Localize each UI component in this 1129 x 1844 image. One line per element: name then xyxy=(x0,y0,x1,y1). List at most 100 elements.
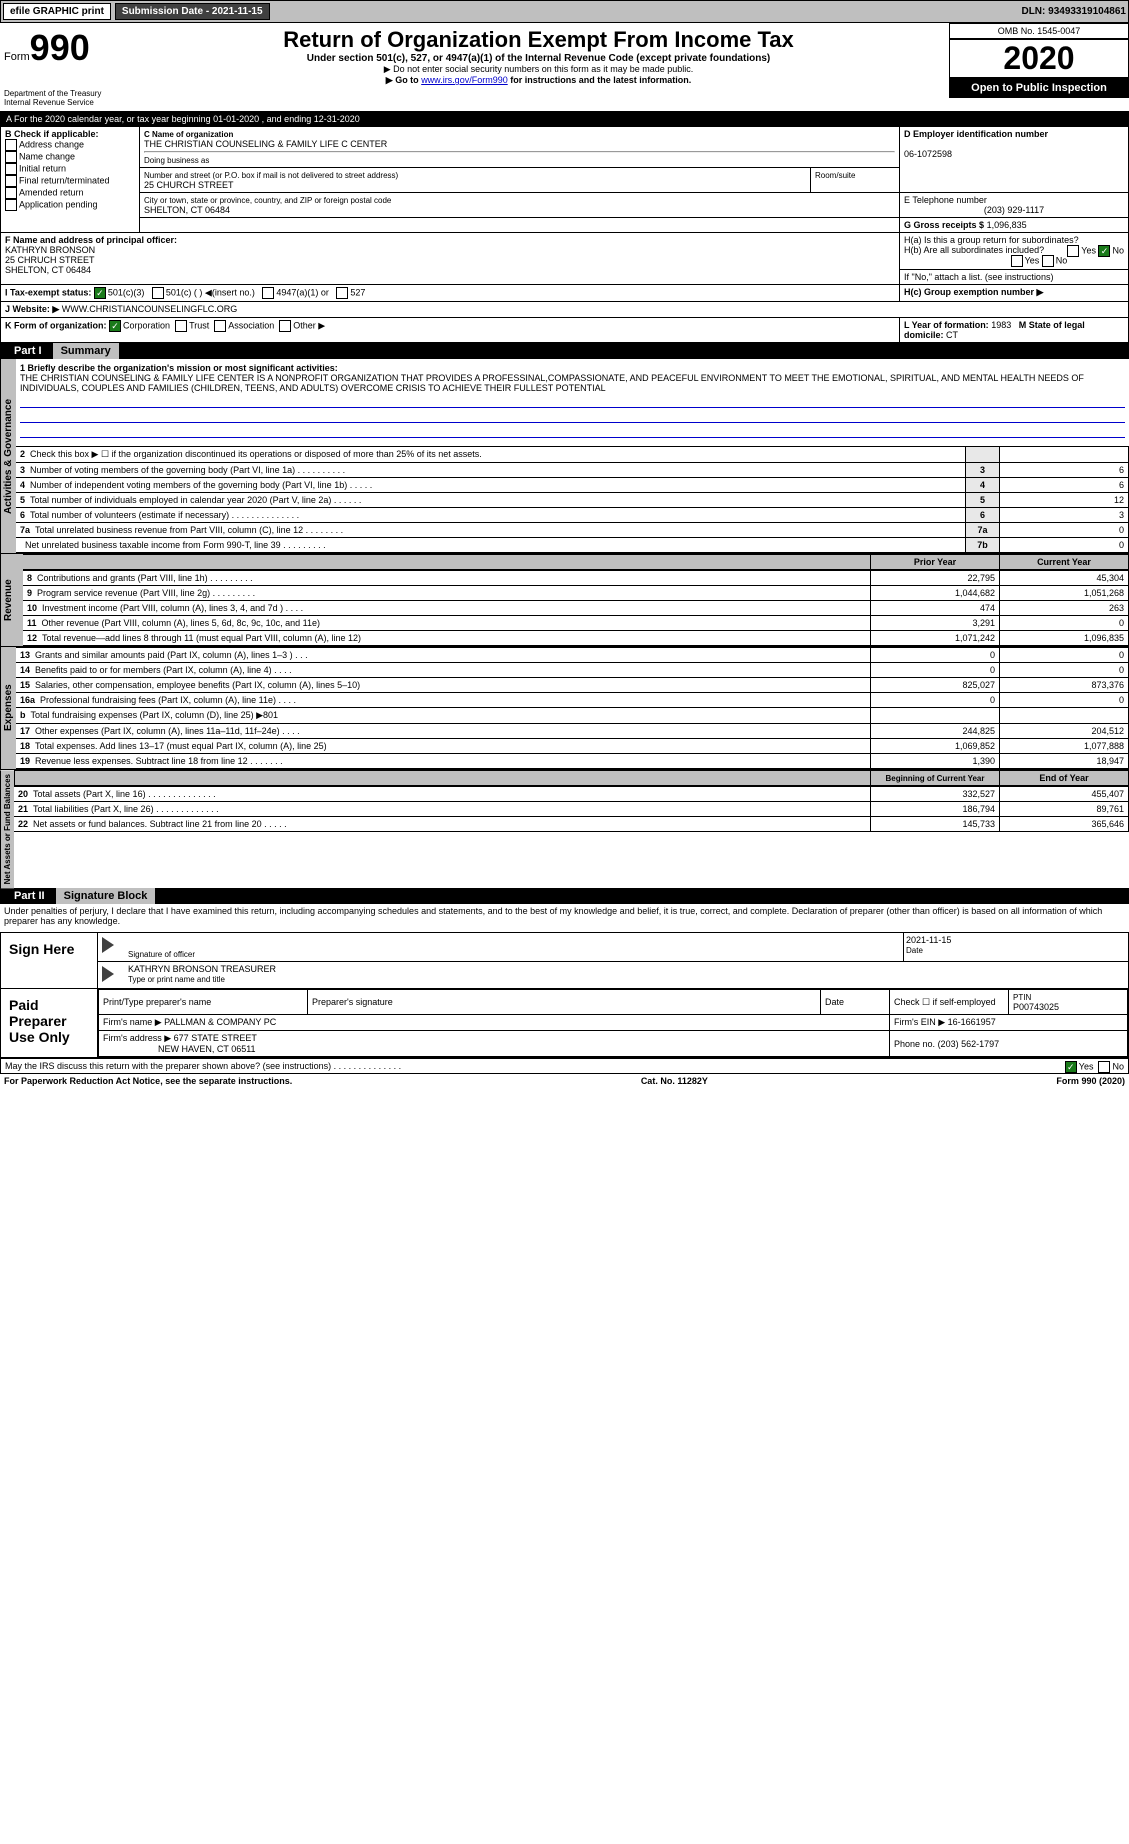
irs-link[interactable]: www.irs.gov/Form990 xyxy=(421,75,508,85)
table-row: 22 Net assets or fund balances. Subtract… xyxy=(14,817,1129,832)
title: Return of Organization Exempt From Incom… xyxy=(132,27,945,53)
table-row: 21 Total liabilities (Part X, line 26) .… xyxy=(14,802,1129,817)
revenue-section-label: Revenue xyxy=(0,554,23,646)
part1-title: Summary xyxy=(53,343,119,359)
table-row: 12 Total revenue—add lines 8 through 11 … xyxy=(23,631,1129,646)
form-label: Form xyxy=(4,51,30,63)
addr-change-checkbox[interactable] xyxy=(5,139,17,151)
discuss-label: May the IRS discuss this return with the… xyxy=(5,1061,401,1071)
room-label: Room/suite xyxy=(815,171,855,180)
box-l-label: L Year of formation: xyxy=(904,320,989,330)
gross-receipts: 1,096,835 xyxy=(987,220,1027,230)
assoc-label: Association xyxy=(228,320,274,330)
section-a: A For the 2020 calendar year, or tax yea… xyxy=(0,112,1129,126)
501c-label: 501(c) ( ) ◀(insert no.) xyxy=(166,287,255,297)
hb-no-checkbox[interactable] xyxy=(1042,255,1054,267)
final-return-label: Final return/terminated xyxy=(19,175,110,185)
hc-label: H(c) Group exemption number ▶ xyxy=(904,287,1043,297)
prior-year-header: Prior Year xyxy=(871,555,1000,570)
mission-text: THE CHRISTIAN COUNSELING & FAMILY LIFE C… xyxy=(20,373,1084,393)
sig-officer-label: Signature of officer xyxy=(128,950,195,959)
governance-label: Activities & Governance xyxy=(0,359,16,553)
sig-arrow-icon xyxy=(102,937,114,953)
officer-print-name: KATHRYN BRONSON TREASURER xyxy=(128,964,276,974)
discuss-no-checkbox[interactable] xyxy=(1098,1061,1110,1073)
other-checkbox[interactable] xyxy=(279,320,291,332)
street-value: 25 CHURCH STREET xyxy=(144,180,234,190)
box-c-label: C Name of organization xyxy=(144,130,233,139)
table-row: 3 Number of voting members of the govern… xyxy=(16,463,1129,478)
final-return-checkbox[interactable] xyxy=(5,175,17,187)
table-row: 14 Benefits paid to or for members (Part… xyxy=(16,663,1129,678)
box-g-label: G Gross receipts $ xyxy=(904,220,984,230)
table-row: 6 Total number of volunteers (estimate i… xyxy=(16,508,1129,523)
ein-value: 06-1072598 xyxy=(904,149,952,159)
page-footer: For Paperwork Reduction Act Notice, see … xyxy=(0,1074,1129,1088)
amended-checkbox[interactable] xyxy=(5,187,17,199)
efile-button[interactable]: efile GRAPHIC print xyxy=(3,3,111,20)
current-year-header: Current Year xyxy=(1000,555,1129,570)
hb-yes-checkbox[interactable] xyxy=(1011,255,1023,267)
omb-label: OMB No. 1545-0047 xyxy=(949,23,1129,39)
org-name: THE CHRISTIAN COUNSELING & FAMILY LIFE C… xyxy=(144,139,387,149)
officer-city: SHELTON, CT 06484 xyxy=(5,265,91,275)
hb-label: H(b) Are all subordinates included? xyxy=(904,245,1044,255)
corp-checkbox[interactable] xyxy=(109,320,121,332)
net-section-label: Net Assets or Fund Balances xyxy=(0,770,14,888)
501c3-checkbox[interactable] xyxy=(94,287,106,299)
initial-return-checkbox[interactable] xyxy=(5,163,17,175)
initial-return-label: Initial return xyxy=(19,163,66,173)
footer-right: Form 990 (2020) xyxy=(1056,1076,1125,1086)
ha-yes-checkbox[interactable] xyxy=(1067,245,1079,257)
dept-label: Department of the Treasury Internal Reve… xyxy=(4,89,124,107)
footer-left: For Paperwork Reduction Act Notice, see … xyxy=(4,1076,292,1086)
firm-name: PALLMAN & COMPANY PC xyxy=(164,1017,276,1027)
table-row: 19 Revenue less expenses. Subtract line … xyxy=(16,754,1129,769)
table-row: 20 Total assets (Part X, line 16) . . . … xyxy=(14,787,1129,802)
website-label: J Website: ▶ xyxy=(5,304,59,314)
discuss-yes-checkbox[interactable] xyxy=(1065,1061,1077,1073)
street-label: Number and street (or P.O. box if mail i… xyxy=(144,171,398,180)
self-employed-label: Check ☐ if self-employed xyxy=(894,997,996,1007)
table-row: 18 Total expenses. Add lines 13–17 (must… xyxy=(16,739,1129,754)
topbar: efile GRAPHIC print Submission Date - 20… xyxy=(0,0,1129,23)
phone-value: (203) 929-1117 xyxy=(904,205,1124,215)
expenses-section-label: Expenses xyxy=(0,647,16,769)
box-b-title: B Check if applicable: xyxy=(5,129,99,139)
amended-label: Amended return xyxy=(19,187,84,197)
app-pending-checkbox[interactable] xyxy=(5,199,17,211)
officer-name: KATHRYN BRONSON xyxy=(5,245,95,255)
hb-note: If "No," attach a list. (see instruction… xyxy=(904,272,1053,282)
501c-checkbox[interactable] xyxy=(152,287,164,299)
firm-name-label: Firm's name ▶ xyxy=(103,1017,162,1027)
table-row: 17 Other expenses (Part IX, column (A), … xyxy=(16,724,1129,739)
assoc-checkbox[interactable] xyxy=(214,320,226,332)
501c3-label: 501(c)(3) xyxy=(108,287,145,297)
527-label: 527 xyxy=(350,287,365,297)
table-row: 2 Check this box ▶ ☐ if the organization… xyxy=(16,447,1129,463)
other-label: Other ▶ xyxy=(293,320,325,330)
officer-street: 25 CHRUCH STREET xyxy=(5,255,95,265)
table-row: 11 Other revenue (Part VIII, column (A),… xyxy=(23,616,1129,631)
signature-block: Sign Here Signature of officer 2021-11-1… xyxy=(0,932,1129,1059)
4947-checkbox[interactable] xyxy=(262,287,274,299)
preparer-date-label: Date xyxy=(821,990,890,1015)
table-row: 13 Grants and similar amounts paid (Part… xyxy=(16,648,1129,663)
name-title-label: Type or print name and title xyxy=(128,975,225,984)
table-row: 16a Professional fundraising fees (Part … xyxy=(16,693,1129,708)
527-checkbox[interactable] xyxy=(336,287,348,299)
instruction1: ▶ Do not enter social security numbers o… xyxy=(132,64,945,75)
name-change-label: Name change xyxy=(19,151,75,161)
firm-phone: (203) 562-1797 xyxy=(938,1039,1000,1049)
corp-label: Corporation xyxy=(123,320,170,330)
submission-button[interactable]: Submission Date - 2021-11-15 xyxy=(115,3,270,20)
tax-year: 2020 xyxy=(1003,40,1074,76)
box-e-label: E Telephone number xyxy=(904,195,987,205)
paid-preparer-label: Paid Preparer Use Only xyxy=(1,989,98,1057)
name-change-checkbox[interactable] xyxy=(5,151,17,163)
perjury-text: Under penalties of perjury, I declare th… xyxy=(0,904,1129,928)
trust-checkbox[interactable] xyxy=(175,320,187,332)
ha-no-checkbox[interactable] xyxy=(1098,245,1110,257)
addr-change-label: Address change xyxy=(19,139,84,149)
part1-header: Part I Summary xyxy=(0,343,1129,359)
